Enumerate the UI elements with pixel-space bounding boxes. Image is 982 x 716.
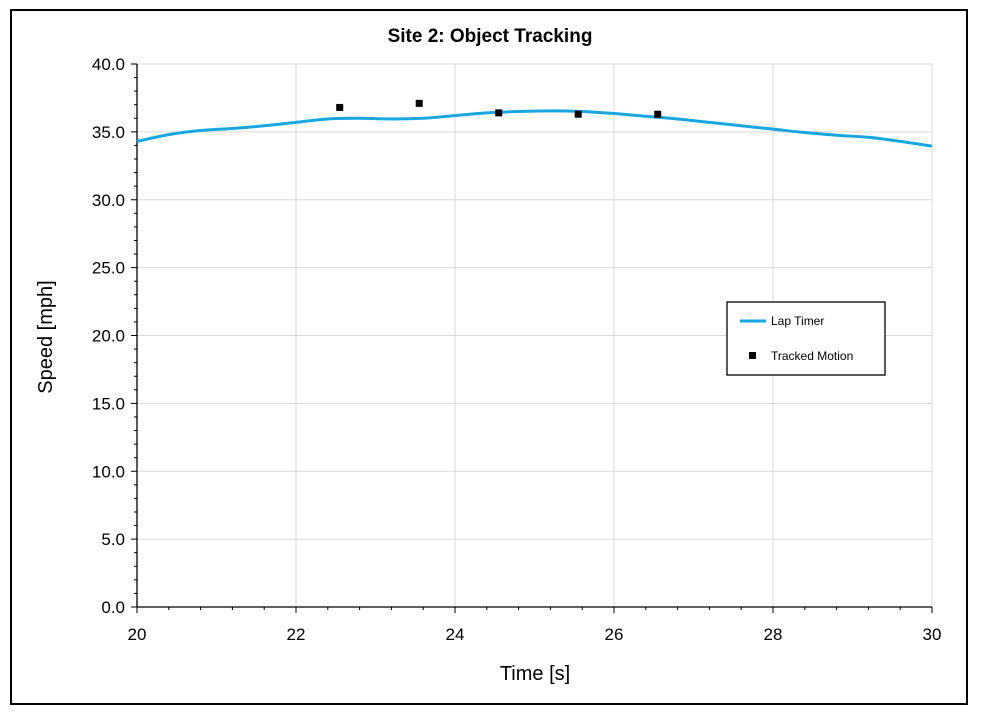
legend-label-tracked-motion: Tracked Motion [771, 349, 853, 363]
y-tick-label: 10.0 [92, 462, 125, 481]
axes [131, 63, 933, 613]
tick-labels: 0.0 5.0 10.0 15.0 20.0 25.0 30.0 35.0 40.0 20 22 24… [92, 55, 942, 644]
chart-title: Site 2: Object Tracking [388, 26, 593, 47]
x-tick-label: 26 [605, 625, 624, 644]
legend-marker-swatch [749, 352, 756, 359]
x-tick-label: 30 [923, 625, 942, 644]
y-tick-label: 30.0 [92, 191, 125, 210]
data-point-tracked-motion [415, 99, 423, 107]
x-tick-label: 20 [128, 625, 147, 644]
series-layer [136, 99, 933, 148]
x-tick-label: 24 [446, 625, 465, 644]
data-point-tracked-motion [574, 110, 582, 118]
legend-box [726, 301, 886, 376]
y-tick-label: 40.0 [92, 55, 125, 74]
y-tick-label: 35.0 [92, 123, 125, 142]
y-tick-label: 25.0 [92, 259, 125, 278]
y-tick-label: 20.0 [92, 327, 125, 346]
y-tick-label: 15.0 [92, 394, 125, 413]
y-tick-label: 0.0 [101, 598, 125, 617]
data-point-tracked-motion [654, 110, 662, 118]
series-line-lap-timer [136, 109, 933, 148]
legend: Lap Timer Tracked Motion [726, 301, 886, 376]
x-axis-title: Time [s] [500, 663, 570, 685]
legend-label-lap-timer: Lap Timer [771, 314, 824, 328]
x-tick-label: 28 [764, 625, 783, 644]
y-axis-title: Speed [mph] [35, 280, 57, 393]
x-tick-label: 22 [287, 625, 306, 644]
data-point-tracked-motion [495, 109, 503, 117]
data-point-tracked-motion [336, 103, 344, 111]
y-tick-label: 5.0 [101, 530, 125, 549]
